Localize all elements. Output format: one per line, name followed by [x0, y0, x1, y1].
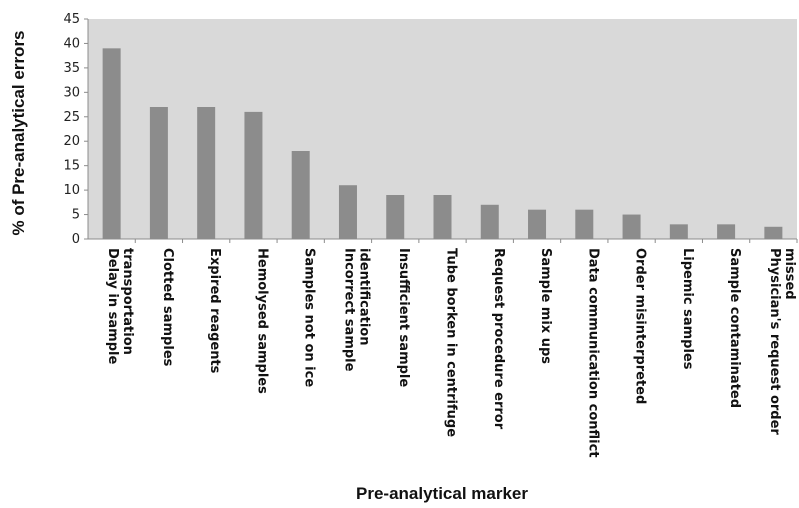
bar: [386, 195, 405, 239]
y-tick-label: 40: [63, 36, 80, 51]
x-category-label: Lipemic samples: [680, 248, 695, 370]
y-tick-label: 25: [63, 110, 80, 125]
bar: [764, 226, 783, 239]
y-tick-label: 15: [63, 159, 80, 174]
y-tick-label: 35: [63, 61, 80, 76]
x-category-label: Insufficient sample: [396, 248, 411, 387]
x-category-label: Data communication conflict: [585, 248, 600, 458]
bar: [622, 214, 641, 239]
bar: [528, 209, 547, 239]
bar: [717, 224, 736, 239]
x-category-label: Tube borken in centrifuge: [444, 248, 459, 437]
bar: [433, 195, 452, 239]
bar: [480, 204, 499, 239]
y-tick-label: 0: [72, 232, 80, 247]
bar: [244, 111, 263, 239]
bar: [669, 224, 688, 239]
x-category-label: Hemolysed samples: [254, 248, 269, 394]
x-category-label: Incorrect sampleidentification: [341, 248, 371, 372]
x-category-label: Delay in sampletransportation: [105, 248, 135, 364]
x-axis-labels: Delay in sampletransportation Clotted sam…: [105, 239, 798, 458]
y-tick-label: 30: [63, 85, 80, 100]
x-axis-title: Pre-analytical marker: [356, 484, 528, 503]
y-tick-label: 5: [72, 208, 80, 223]
y-tick-label: 20: [63, 134, 80, 149]
x-category-label: Sample contaminated: [727, 248, 742, 408]
x-category-label: Physician's request ordermissed: [767, 248, 797, 435]
x-category-label: Sample mix ups: [538, 248, 553, 364]
x-category-label: Clotted samples: [160, 248, 175, 367]
y-axis: 0 5 10 15 20 25 30 35 40 45: [63, 12, 88, 247]
y-tick-label: 45: [63, 12, 80, 27]
bar: [291, 151, 310, 239]
x-category-label: Expired reagents: [207, 248, 222, 374]
bars: [102, 48, 783, 240]
x-category-label: Order misinterpreted: [633, 248, 648, 404]
bar: [102, 48, 121, 240]
bar: [197, 107, 216, 239]
x-category-label: Request procedure error: [491, 248, 506, 430]
bar: [338, 185, 357, 239]
y-axis-title: % of Pre-analytical errors: [9, 30, 28, 235]
bar: [149, 107, 168, 239]
x-category-label: Samples not on ice: [302, 248, 317, 387]
bar: [575, 209, 594, 239]
y-tick-label: 10: [63, 183, 80, 198]
